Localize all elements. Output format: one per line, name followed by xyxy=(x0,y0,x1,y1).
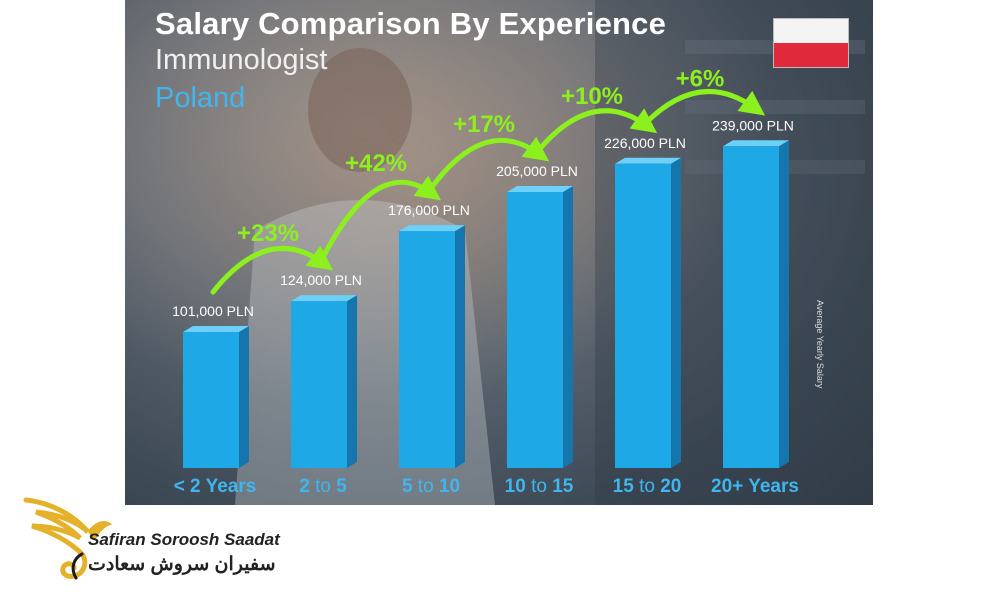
bar-side-1 xyxy=(347,295,357,468)
bar-top-5 xyxy=(723,140,789,147)
value-label-0: 101,000 PLN xyxy=(172,303,254,319)
brand-name-english: Safiran Soroosh Saadat xyxy=(88,530,280,549)
chart-panel: 101,000 PLN < 2 Years 124,000 PLN 2 to 5 176… xyxy=(125,0,873,505)
value-label-2: 176,000 PLN xyxy=(388,202,470,218)
bar-side-0 xyxy=(239,326,249,468)
bar-side-4 xyxy=(671,157,681,468)
bar-top-4 xyxy=(615,157,681,164)
category-label-3: 10 to 15 xyxy=(505,476,574,497)
bar-top-2 xyxy=(399,225,465,232)
value-label-5: 239,000 PLN xyxy=(712,117,794,133)
brand-logo-icon xyxy=(23,497,113,580)
bar-3 xyxy=(507,192,563,469)
increase-label-4: +6% xyxy=(676,65,725,92)
bar-side-3 xyxy=(563,186,573,469)
category-label-4: 15 to 20 xyxy=(613,476,682,497)
category-label-5: 20+ Years xyxy=(711,476,799,497)
bar-top-1 xyxy=(291,295,357,302)
poland-flag-icon xyxy=(773,18,849,68)
bar-5 xyxy=(723,146,779,468)
country-label: Poland xyxy=(155,82,246,114)
bar-2 xyxy=(399,231,455,468)
bar-4 xyxy=(615,163,671,468)
increase-label-3: +10% xyxy=(561,83,623,110)
value-label-4: 226,000 PLN xyxy=(604,135,686,151)
bar-1 xyxy=(291,301,347,468)
increase-arrow-1 xyxy=(318,175,442,264)
bar-chart: 101,000 PLN < 2 Years 124,000 PLN 2 to 5 176… xyxy=(172,65,799,497)
bar-top-3 xyxy=(507,186,573,193)
chart-title: Salary Comparison By Experience xyxy=(155,6,667,41)
brand-name-persian: سفیران سروش سعادت xyxy=(88,554,276,575)
category-label-2: 5 to 10 xyxy=(402,476,460,497)
bar-0 xyxy=(183,332,239,468)
y-axis-label: Average Yearly Salary xyxy=(815,300,825,389)
chart-subtitle: Immunologist xyxy=(155,44,328,76)
increase-arrow-0 xyxy=(210,245,334,295)
value-label-1: 124,000 PLN xyxy=(280,272,362,288)
increase-label-1: +42% xyxy=(345,150,407,177)
increase-label-0: +23% xyxy=(237,220,299,247)
increase-label-2: +17% xyxy=(453,111,515,138)
bar-top-0 xyxy=(183,326,249,333)
category-label-0: < 2 Years xyxy=(174,476,257,497)
bar-side-2 xyxy=(455,225,465,468)
increase-arrow-2 xyxy=(426,136,550,194)
bar-side-5 xyxy=(779,140,789,468)
category-label-1: 2 to 5 xyxy=(299,476,347,497)
increase-arrow-3 xyxy=(534,108,658,155)
increase-arrow-4 xyxy=(642,89,766,127)
value-label-3: 205,000 PLN xyxy=(496,163,578,179)
